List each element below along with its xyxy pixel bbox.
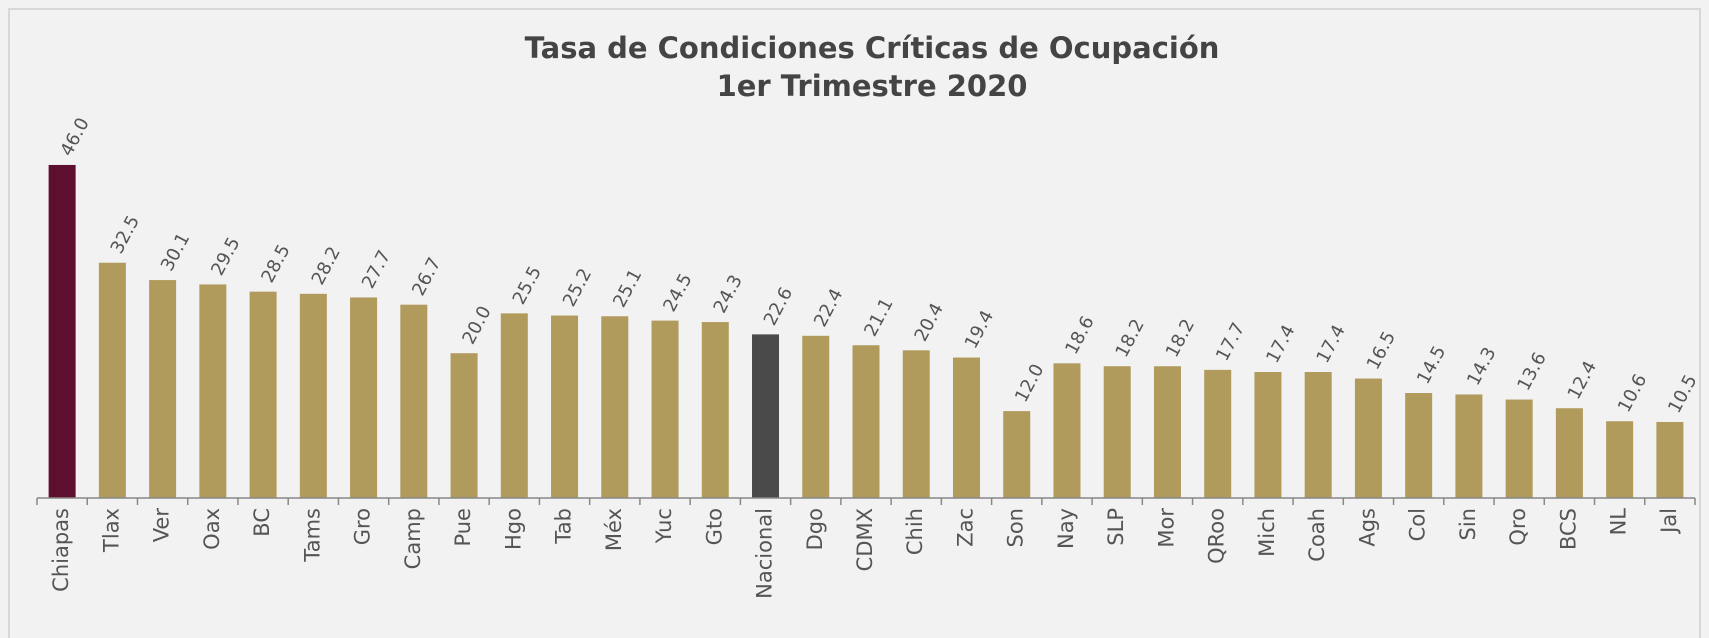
x-tick-label: Pue bbox=[451, 508, 475, 547]
bar bbox=[48, 164, 76, 498]
x-tick-label: Ver bbox=[150, 508, 174, 543]
bar bbox=[1505, 399, 1533, 498]
bar bbox=[1204, 369, 1232, 498]
x-tick-label: Ags bbox=[1355, 508, 1379, 547]
chart-subtitle: 1er Trimestre 2020 bbox=[717, 69, 1028, 103]
x-tick-label: Col bbox=[1406, 508, 1430, 541]
x-tick-label: BC bbox=[250, 508, 274, 537]
bar bbox=[1304, 372, 1332, 498]
x-tick-label: NL bbox=[1607, 508, 1631, 536]
bar bbox=[199, 284, 227, 498]
bar bbox=[299, 293, 327, 498]
bar bbox=[1555, 408, 1583, 498]
x-tick-label: Méx bbox=[602, 508, 626, 551]
x-tick-label: Tlax bbox=[99, 508, 123, 553]
x-tick-label: Tab bbox=[552, 508, 576, 545]
bar bbox=[1003, 411, 1031, 498]
bar bbox=[400, 304, 428, 498]
x-tick-label: Coah bbox=[1305, 508, 1329, 562]
x-tick-label: Gto bbox=[702, 508, 726, 545]
x-tick-label: Oax bbox=[200, 508, 224, 550]
bar bbox=[249, 291, 277, 498]
bar bbox=[1153, 366, 1181, 498]
x-tick-label: Dgo bbox=[803, 508, 827, 550]
bar bbox=[752, 334, 780, 498]
x-tick-label: Camp bbox=[401, 508, 425, 569]
bar bbox=[1103, 366, 1131, 498]
bar bbox=[1656, 421, 1684, 498]
x-tick-label: Sin bbox=[1456, 508, 1480, 540]
x-tick-label: Nay bbox=[1054, 508, 1078, 549]
bar bbox=[350, 297, 378, 498]
bar bbox=[952, 357, 980, 498]
x-tick-label: Gro bbox=[351, 508, 375, 545]
x-tick-label: Tams bbox=[300, 508, 324, 563]
bar bbox=[651, 320, 679, 498]
bar bbox=[1405, 393, 1433, 498]
x-tick-label: SLP bbox=[1104, 508, 1128, 546]
bar bbox=[551, 315, 579, 498]
frame bbox=[8, 8, 1701, 638]
bar bbox=[852, 345, 880, 498]
x-tick-label: Hgo bbox=[501, 508, 525, 550]
x-tick-label: Zac bbox=[953, 508, 977, 547]
chart-title: Tasa de Condiciones Críticas de Ocupació… bbox=[525, 31, 1220, 65]
bar bbox=[802, 335, 830, 498]
bar bbox=[500, 313, 528, 498]
bar bbox=[450, 353, 478, 498]
x-tick-label: Qro bbox=[1506, 508, 1530, 546]
bar bbox=[601, 316, 629, 498]
bar bbox=[701, 322, 729, 498]
x-tick-label: BCS bbox=[1556, 508, 1580, 550]
x-tick-label: Nacional bbox=[753, 508, 777, 599]
bar bbox=[1254, 372, 1282, 498]
bar bbox=[902, 350, 930, 498]
x-tick-label: Chiapas bbox=[49, 508, 73, 592]
x-tick-label: Yuc bbox=[652, 508, 676, 544]
x-tick-label: Mich bbox=[1255, 508, 1279, 557]
bar bbox=[1354, 378, 1382, 498]
x-tick-label: Chih bbox=[903, 508, 927, 555]
x-tick-label: Son bbox=[1004, 508, 1028, 548]
bar bbox=[1455, 394, 1483, 498]
x-tick-label: QRoo bbox=[1205, 508, 1229, 564]
bar bbox=[1053, 363, 1081, 498]
bar bbox=[149, 280, 177, 498]
x-tick-label: Jal bbox=[1657, 508, 1681, 535]
x-tick-label: CDMX bbox=[853, 508, 877, 571]
bar bbox=[1606, 421, 1634, 498]
bar bbox=[98, 262, 126, 498]
x-tick-label: Mor bbox=[1154, 508, 1178, 548]
